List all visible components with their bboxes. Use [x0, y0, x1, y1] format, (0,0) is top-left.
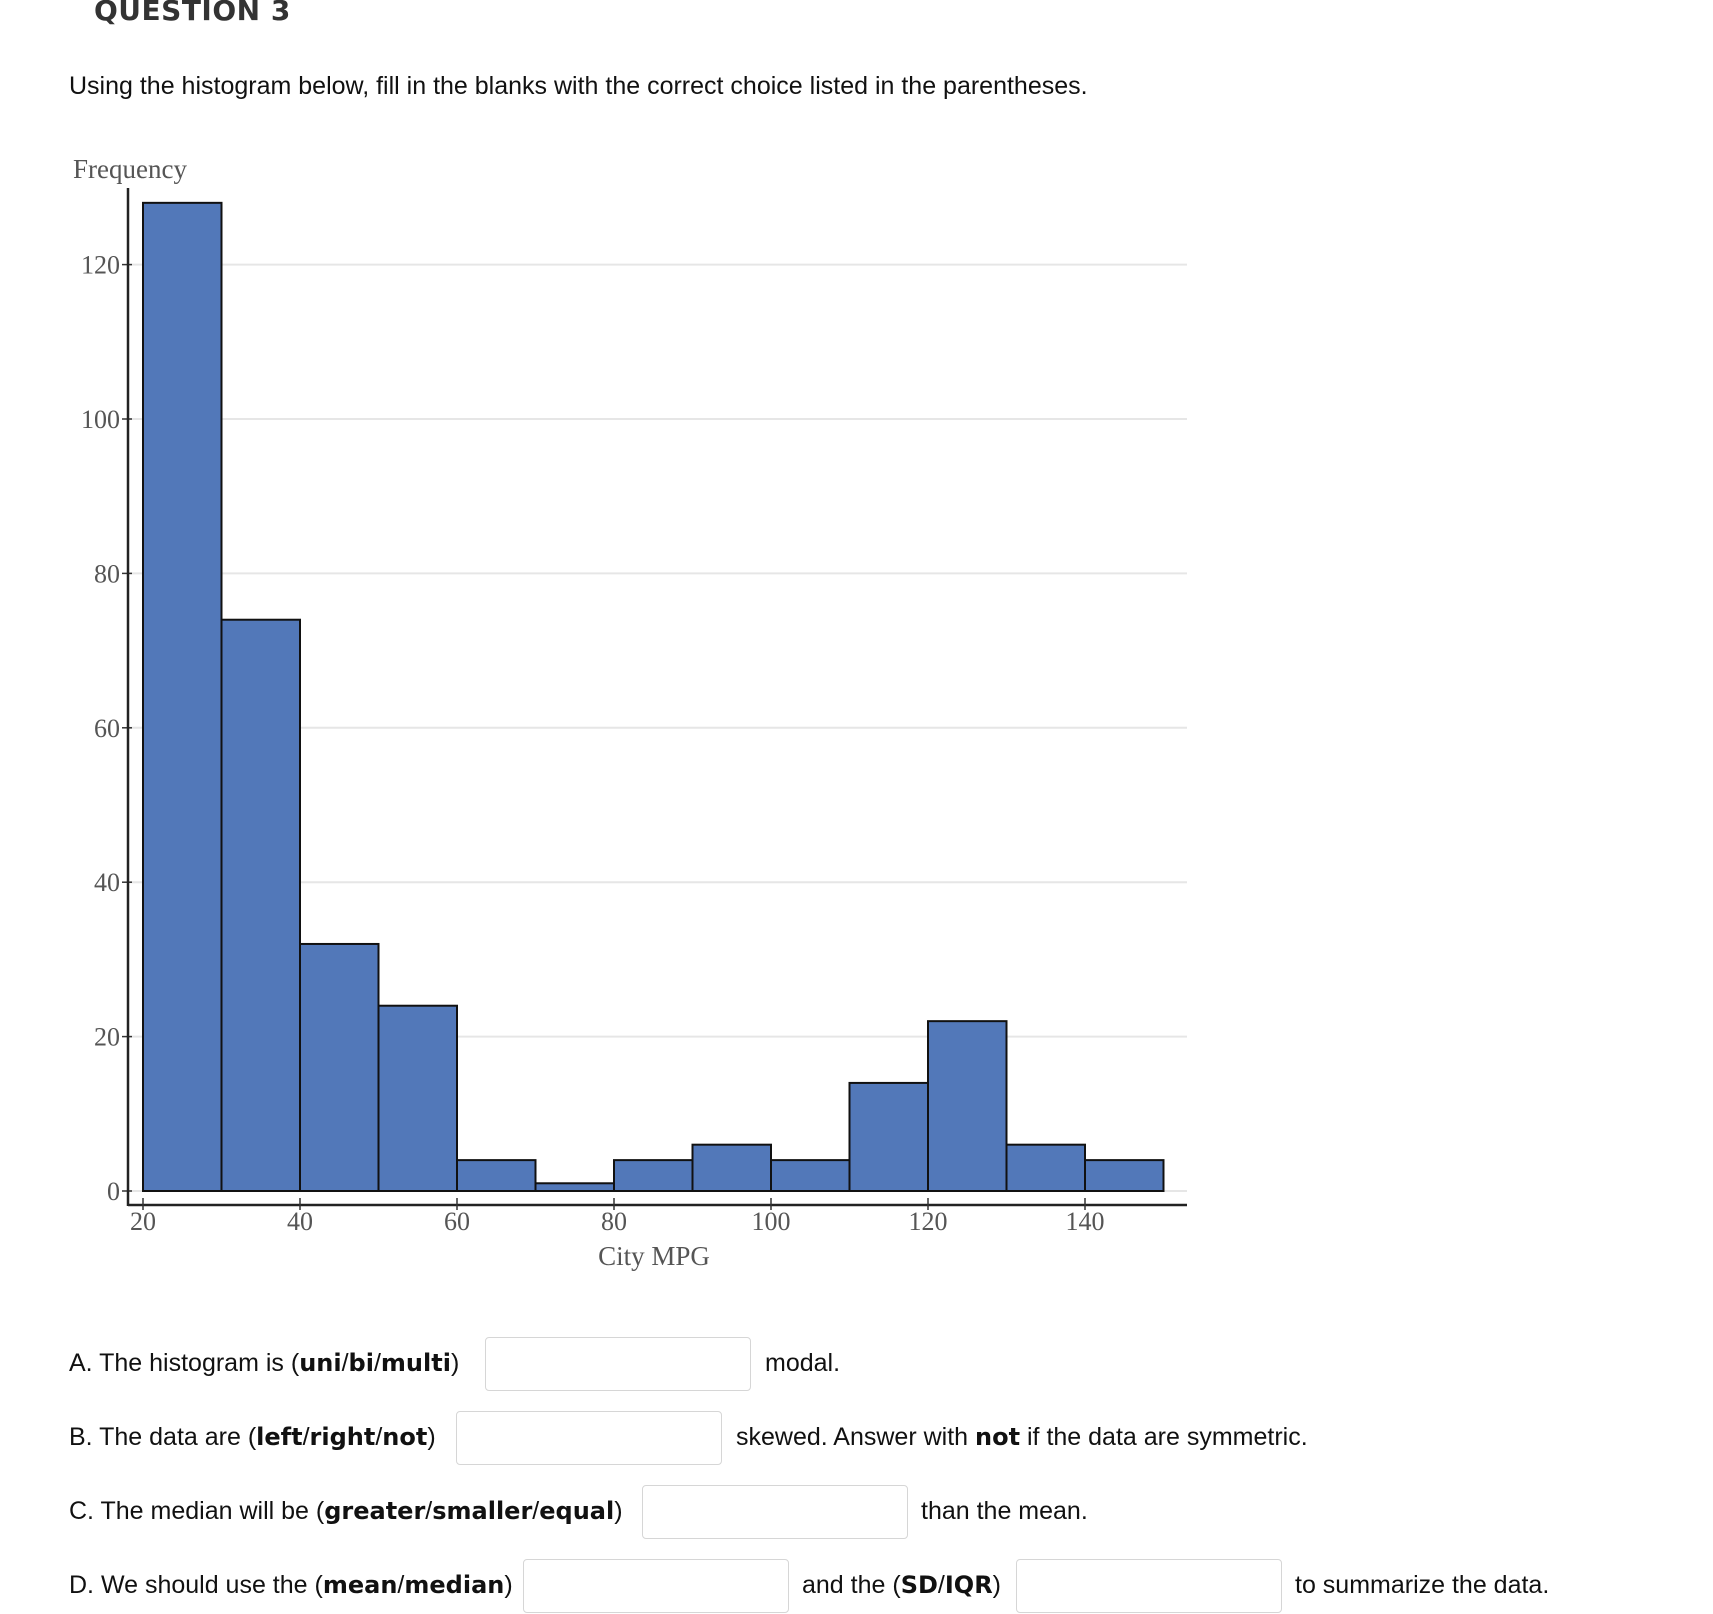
y-tick-label: 120	[81, 251, 120, 280]
histogram-bar	[613, 1159, 694, 1192]
x-axis-label: City MPG	[598, 1241, 710, 1271]
choice: median	[404, 1571, 505, 1599]
x-tick-label: 120	[909, 1207, 948, 1236]
question-d: D. We should use the (mean/median)	[69, 1571, 513, 1599]
histogram-bar	[927, 1020, 1008, 1192]
y-tick-label: 80	[94, 559, 120, 588]
histogram-bar	[299, 942, 380, 1193]
histogram-bar	[142, 201, 223, 1192]
histogram-bar	[534, 1182, 615, 1193]
choice: mean	[322, 1571, 398, 1599]
question-b-suffix: skewed. Answer with not if the data are …	[736, 1423, 1308, 1451]
histogram-bar	[848, 1081, 929, 1193]
question-c-suffix: than the mean.	[921, 1497, 1088, 1525]
question-b: B. The data are (left/right/not)	[69, 1423, 436, 1451]
answer-a-input[interactable]	[485, 1337, 751, 1391]
y-tick-label: 40	[94, 868, 120, 897]
histogram-bar	[770, 1159, 851, 1192]
choice: multi	[380, 1349, 451, 1377]
question-a: A. The histogram is (uni/bi/multi)	[69, 1349, 460, 1377]
histogram-bar	[1084, 1159, 1165, 1192]
question-a-suffix: modal.	[765, 1349, 841, 1377]
histogram-bar	[691, 1143, 772, 1193]
y-tick-label: 100	[81, 405, 120, 434]
histogram-bar	[220, 618, 301, 1192]
histogram-bar	[456, 1159, 537, 1192]
choice: equal	[539, 1497, 615, 1525]
question-d-suffix: to summarize the data.	[1295, 1571, 1550, 1599]
instructions: Using the histogram below, fill in the b…	[69, 72, 1088, 100]
choice: SD	[900, 1571, 938, 1599]
answer-b-input[interactable]	[456, 1411, 722, 1465]
y-tick-label: 0	[107, 1177, 120, 1206]
y-tick-label: 20	[94, 1023, 120, 1052]
x-tick-label: 40	[287, 1207, 313, 1236]
question-d-mid: and the (SD/IQR)	[802, 1571, 1001, 1599]
choice: IQR	[944, 1571, 993, 1599]
x-tick-label: 80	[601, 1207, 627, 1236]
choice: not	[382, 1423, 428, 1451]
histogram-bar	[1005, 1143, 1086, 1193]
choice: smaller	[432, 1497, 533, 1525]
question-c: C. The median will be (greater/smaller/e…	[69, 1497, 623, 1525]
x-tick-label: 140	[1066, 1207, 1105, 1236]
y-axis-label: Frequency	[73, 154, 187, 184]
y-tick-label: 60	[94, 714, 120, 743]
emphasis: not	[975, 1423, 1021, 1451]
answer-c-input[interactable]	[642, 1485, 908, 1539]
x-tick-label: 60	[444, 1207, 470, 1236]
histogram-bar	[377, 1004, 458, 1192]
answer-d2-input[interactable]	[1016, 1559, 1282, 1613]
histogram-chart: Frequency City MPG 0 20 40 60 80 100 120 20 40 60…	[73, 154, 1187, 1271]
choice: uni	[299, 1349, 342, 1377]
question-title: QUESTION 3	[94, 0, 291, 27]
choice: right	[309, 1423, 376, 1451]
x-tick-label: 100	[752, 1207, 791, 1236]
choice: bi	[348, 1349, 374, 1377]
x-tick-label: 20	[130, 1207, 156, 1236]
choice: greater	[324, 1497, 426, 1525]
choice: left	[256, 1423, 303, 1451]
answer-d1-input[interactable]	[523, 1559, 789, 1613]
